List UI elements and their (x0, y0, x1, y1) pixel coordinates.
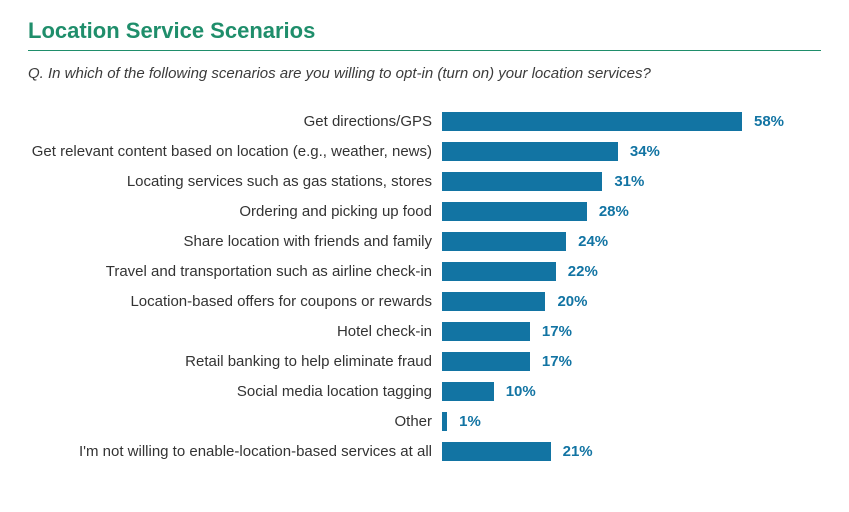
chart-row: Get relevant content based on location (… (28, 136, 821, 166)
bar-area: 58% (442, 106, 821, 136)
chart-container: Location Service Scenarios Q. In which o… (0, 0, 849, 512)
bar-label: Other (28, 413, 442, 430)
bar-value: 24% (578, 233, 608, 250)
bar-value: 58% (754, 113, 784, 130)
bar-value: 17% (542, 353, 572, 370)
chart-row: Social media location tagging 10% (28, 376, 821, 406)
bar-area: 22% (442, 256, 821, 286)
bar-label: Retail banking to help eliminate fraud (28, 353, 442, 370)
bar-value: 31% (614, 173, 644, 190)
bar (442, 202, 587, 221)
bar-area: 17% (442, 346, 821, 376)
bar (442, 262, 556, 281)
bar (442, 232, 566, 251)
bar-label: Social media location tagging (28, 383, 442, 400)
bar-area: 34% (442, 136, 821, 166)
bar-value: 20% (557, 293, 587, 310)
bar-value: 17% (542, 323, 572, 340)
chart-row: I'm not willing to enable-location-based… (28, 436, 821, 466)
survey-question: Q. In which of the following scenarios a… (28, 65, 821, 82)
bar (442, 442, 551, 461)
chart-row: Other 1% (28, 406, 821, 436)
chart-row: Retail banking to help eliminate fraud 17… (28, 346, 821, 376)
bar (442, 112, 742, 131)
chart-row: Travel and transportation such as airlin… (28, 256, 821, 286)
bar-label: Ordering and picking up food (28, 203, 442, 220)
bar (442, 322, 530, 341)
bar (442, 382, 494, 401)
bar (442, 352, 530, 371)
bar-value: 34% (630, 143, 660, 160)
chart-row: Ordering and picking up food 28% (28, 196, 821, 226)
bar-label: Get directions/GPS (28, 113, 442, 130)
page-title: Location Service Scenarios (28, 18, 821, 44)
bar (442, 142, 618, 161)
bar-area: 17% (442, 316, 821, 346)
bar-area: 10% (442, 376, 821, 406)
chart-row: Hotel check-in 17% (28, 316, 821, 346)
bar-area: 1% (442, 406, 821, 436)
bar (442, 412, 447, 431)
bar-label: Get relevant content based on location (… (28, 143, 442, 160)
bar-area: 21% (442, 436, 821, 466)
bar-label: Locating services such as gas stations, … (28, 173, 442, 190)
bar-label: Share location with friends and family (28, 233, 442, 250)
bar-area: 31% (442, 166, 821, 196)
bar-label: I'm not willing to enable-location-based… (28, 443, 442, 460)
chart-row: Get directions/GPS 58% (28, 106, 821, 136)
chart-row: Locating services such as gas stations, … (28, 166, 821, 196)
bar (442, 292, 545, 311)
chart-row: Share location with friends and family 24… (28, 226, 821, 256)
bar-area: 28% (442, 196, 821, 226)
chart-row: Location-based offers for coupons or rew… (28, 286, 821, 316)
bar-area: 24% (442, 226, 821, 256)
bar (442, 172, 602, 191)
bar-value: 22% (568, 263, 598, 280)
title-divider (28, 50, 821, 51)
bar-value: 10% (506, 383, 536, 400)
bar-label: Location-based offers for coupons or rew… (28, 293, 442, 310)
bar-value: 21% (563, 443, 593, 460)
bar-chart: Get directions/GPS 58% Get relevant conten… (28, 106, 821, 466)
bar-value: 1% (459, 413, 481, 430)
bar-label: Hotel check-in (28, 323, 442, 340)
bar-label: Travel and transportation such as airlin… (28, 263, 442, 280)
bar-area: 20% (442, 286, 821, 316)
bar-value: 28% (599, 203, 629, 220)
